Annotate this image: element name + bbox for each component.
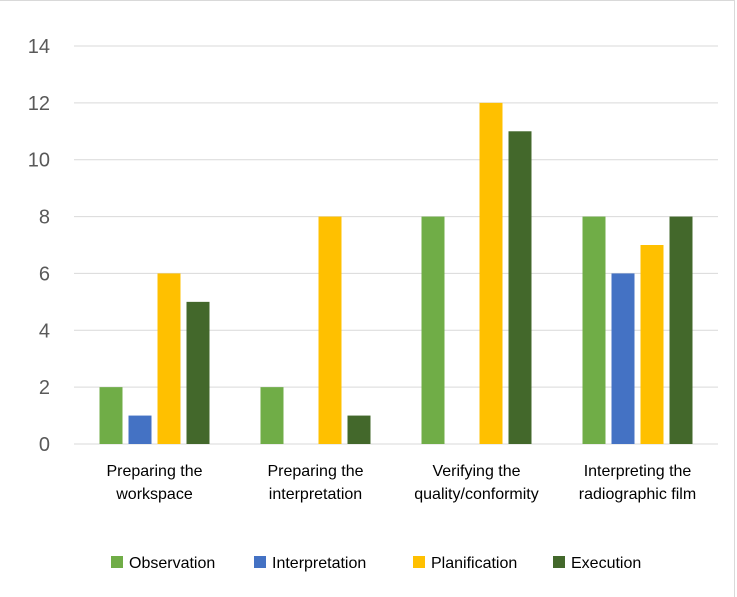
bar-interpretation-1 — [128, 415, 152, 444]
y-tick-label: 4 — [39, 320, 50, 342]
x-category-label: quality/conformity — [414, 486, 539, 503]
bar-planification-4 — [640, 245, 664, 444]
x-category-label: Verifying the — [432, 463, 520, 480]
bar-observation-4 — [582, 216, 606, 444]
legend-label-planification: Planification — [431, 555, 517, 572]
x-category-label: workspace — [115, 486, 193, 503]
x-category-label: radiographic film — [579, 486, 696, 503]
bar-execution-4 — [669, 216, 693, 444]
x-category-label: Preparing the — [106, 463, 202, 480]
legend-label-observation: Observation — [129, 555, 215, 572]
bars — [99, 102, 693, 445]
bar-planification-1 — [157, 273, 181, 444]
x-axis: Preparing the workspace Preparing the inter… — [106, 463, 696, 503]
x-category-label: Interpreting the — [584, 463, 692, 480]
y-tick-label: 6 — [39, 263, 50, 285]
y-tick-label: 14 — [28, 36, 50, 58]
legend-label-execution: Execution — [571, 555, 641, 572]
bar-planification-2 — [318, 216, 342, 444]
bar-observation-3 — [421, 216, 445, 444]
legend-swatch-execution — [553, 556, 565, 568]
legend: Observation Interpretation Planification Ex… — [111, 555, 641, 572]
legend-swatch-observation — [111, 556, 123, 568]
y-tick-label: 2 — [39, 377, 50, 399]
bar-interpretation-4 — [611, 273, 635, 444]
y-tick-label: 8 — [39, 207, 50, 229]
bar-observation-2 — [260, 387, 284, 444]
legend-swatch-planification — [413, 556, 425, 568]
bar-observation-1 — [99, 387, 123, 444]
y-tick-label: 10 — [28, 150, 50, 172]
bar-execution-2 — [347, 415, 371, 444]
bar-execution-1 — [186, 301, 210, 444]
legend-swatch-interpretation — [254, 556, 266, 568]
x-category-label: Preparing the — [267, 463, 363, 480]
bar-execution-3 — [508, 131, 532, 445]
legend-label-interpretation: Interpretation — [272, 555, 366, 572]
y-tick-label: 12 — [28, 93, 50, 115]
gridlines — [74, 45, 718, 445]
y-tick-label: 0 — [39, 434, 50, 456]
x-category-label: interpretation — [269, 486, 362, 503]
bar-planification-3 — [479, 102, 503, 444]
y-axis: 0 2 4 6 8 10 12 14 — [28, 36, 50, 456]
